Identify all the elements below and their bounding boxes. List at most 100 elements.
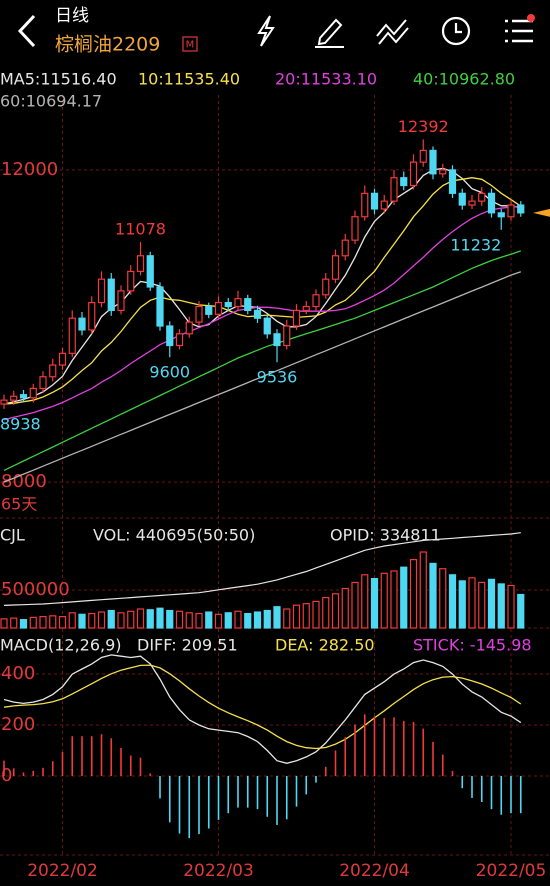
candle-body xyxy=(322,278,330,296)
volume-bar xyxy=(58,616,67,629)
volume-bar xyxy=(127,610,135,629)
price-annotation: 8938 xyxy=(0,414,41,433)
volume-bar xyxy=(331,593,340,629)
legend-label: 10:11535.40 xyxy=(138,70,240,89)
volume-bar xyxy=(107,609,115,629)
volume-bar xyxy=(351,581,359,629)
candle-body xyxy=(10,395,18,401)
volume-bar xyxy=(361,574,369,629)
candle-body xyxy=(58,352,67,366)
candle-body xyxy=(302,305,310,312)
volume-bar xyxy=(29,616,37,629)
ma-line xyxy=(3,177,522,405)
candle-body xyxy=(244,298,252,312)
y-tick-label: 0 xyxy=(1,765,12,786)
menu-dot xyxy=(527,14,535,22)
x-tick-label: 2022/04 xyxy=(339,861,410,881)
volume-bar xyxy=(341,587,349,629)
y-tick-label: 500000 xyxy=(1,579,70,600)
header-subtitle: 棕榈油2209 xyxy=(55,34,160,56)
legend-label: 20:11533.10 xyxy=(275,70,377,89)
candle-body xyxy=(361,192,369,218)
x-tick-label: 2022/03 xyxy=(183,861,254,881)
flash-icon[interactable] xyxy=(257,15,275,47)
candle-body xyxy=(107,278,115,312)
price-annotation: 9600 xyxy=(149,363,190,382)
volume-bar xyxy=(136,608,145,629)
price-annotation: 11078 xyxy=(115,219,166,238)
candle-body xyxy=(88,301,96,331)
candle-body xyxy=(487,192,496,214)
volume-bar xyxy=(253,611,262,629)
candle-body xyxy=(468,200,476,206)
macd-line xyxy=(3,664,522,750)
candle-body xyxy=(234,298,242,308)
draw-icon[interactable] xyxy=(315,18,344,48)
candle-body xyxy=(195,305,203,323)
volume-bar xyxy=(478,581,486,629)
volume-bar xyxy=(224,612,232,629)
period-label: 65天 xyxy=(1,495,37,514)
legend-label: OPID: 334811 xyxy=(330,526,441,545)
volume-bar xyxy=(302,603,310,629)
volume-bar xyxy=(468,577,476,629)
candle-body xyxy=(156,286,164,327)
volume-bar xyxy=(97,611,106,629)
volume-bar xyxy=(380,572,388,629)
volume-bar xyxy=(166,609,174,629)
price-annotation: 9536 xyxy=(257,368,298,387)
volume-bar xyxy=(283,608,291,629)
clock-hands xyxy=(454,23,462,34)
candle-body xyxy=(331,255,340,280)
pen xyxy=(317,18,343,46)
header-title: 日线 xyxy=(55,6,89,26)
clock-icon[interactable] xyxy=(441,16,471,46)
price-annotation: 12392 xyxy=(398,117,449,136)
back-button[interactable] xyxy=(17,14,36,48)
volume-bar xyxy=(263,609,271,629)
x-tick-label: 2022/05 xyxy=(476,861,547,881)
candle-body xyxy=(458,192,466,206)
candle-body xyxy=(400,177,408,187)
volume-bar xyxy=(429,562,437,629)
volume-bar xyxy=(409,559,418,629)
legend-label: VOL: 440695(50:50) xyxy=(93,526,255,545)
volume-bar xyxy=(292,604,301,629)
opid-line xyxy=(3,532,521,606)
candle-body xyxy=(19,394,28,399)
menu-lines xyxy=(505,19,533,43)
badge: M xyxy=(186,40,195,51)
volume-bar xyxy=(146,609,154,629)
candle-body xyxy=(68,317,76,354)
volume-bar xyxy=(273,606,281,629)
ma-line xyxy=(3,271,522,483)
volume-bar xyxy=(117,612,125,629)
ma-line xyxy=(3,250,522,471)
candle-body xyxy=(341,239,349,257)
candle-body xyxy=(390,177,398,202)
menu-icon[interactable] xyxy=(505,14,535,43)
volume-bar xyxy=(205,611,213,629)
volume-bar xyxy=(400,566,408,629)
indicator-icon[interactable] xyxy=(376,19,409,45)
candle-body xyxy=(146,255,154,288)
candle-body xyxy=(439,169,447,175)
candle-body xyxy=(175,333,184,347)
volume-bar xyxy=(390,570,398,629)
y-tick-label: 8000 xyxy=(1,471,47,492)
candle-body xyxy=(29,387,37,399)
candle-body xyxy=(97,278,106,304)
legend-label: DEA: 282.50 xyxy=(275,636,375,655)
legend-label: DIFF: 209.51 xyxy=(137,636,238,655)
candle-body xyxy=(263,317,271,335)
price-annotation: 11232 xyxy=(450,235,501,254)
volume-bar xyxy=(497,583,505,629)
candle-body xyxy=(136,255,145,272)
y-tick-label: 400 xyxy=(1,663,35,684)
volume-bar xyxy=(439,568,447,629)
candle-body xyxy=(78,317,86,331)
candle-body xyxy=(517,204,525,214)
volume-bar xyxy=(185,612,193,629)
volume-bar xyxy=(419,551,427,629)
candle-body xyxy=(127,270,135,292)
